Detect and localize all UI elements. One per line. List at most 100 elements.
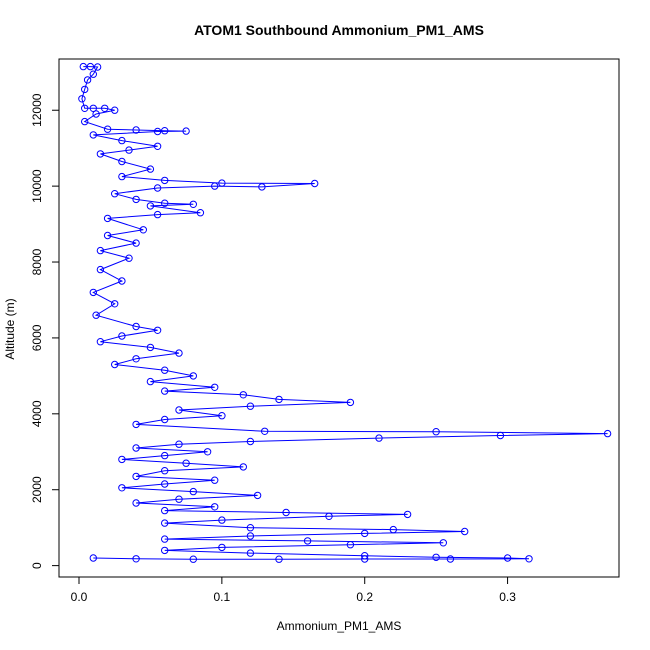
data-point [246, 532, 255, 540]
data-point [132, 322, 140, 331]
data-point [175, 349, 183, 357]
data-point [103, 231, 112, 240]
data-point [253, 491, 262, 500]
data-point [89, 104, 98, 113]
x-tick-label: 0.0 [71, 590, 88, 604]
data-point [161, 467, 169, 475]
y-tick-label: 0 [30, 562, 44, 569]
data-point [211, 476, 219, 484]
data-point [161, 199, 169, 207]
series-line [81, 66, 608, 560]
data-point [111, 106, 119, 114]
data-point [189, 555, 198, 563]
data-point [246, 402, 255, 410]
data-point [86, 62, 95, 71]
data-point [346, 541, 355, 549]
data-point [132, 195, 140, 204]
data-point [89, 131, 98, 139]
data-point [118, 277, 126, 285]
data-point [161, 506, 169, 515]
x-tick-label: 0.1 [214, 590, 231, 604]
data-point [211, 383, 219, 391]
y-tick-label: 2000 [30, 476, 44, 503]
data-point [218, 179, 226, 187]
data-point [211, 182, 219, 190]
data-point [111, 300, 119, 308]
data-point [325, 512, 333, 520]
data-point [118, 136, 126, 145]
data-point [81, 85, 89, 94]
data-point [153, 326, 162, 334]
data-point [258, 183, 266, 191]
data-point [161, 480, 169, 488]
data-point [303, 537, 312, 545]
data-point [218, 543, 226, 552]
y-tick-label: 8000 [30, 248, 44, 275]
data-point [161, 451, 169, 460]
data-point [118, 332, 126, 340]
data-point [101, 104, 109, 113]
data-point [83, 76, 92, 84]
data-point [153, 210, 162, 219]
data-point [81, 104, 89, 113]
data-point [525, 555, 533, 563]
data-point [403, 510, 412, 519]
data-point [446, 555, 455, 563]
data-point [146, 343, 155, 352]
data-point [246, 524, 255, 532]
data-point [103, 125, 112, 133]
chart-title: ATOM1 Southbound Ammonium_PM1_AMS [194, 22, 484, 38]
data-point [125, 146, 133, 154]
data-point [146, 202, 155, 210]
data-point [361, 529, 369, 538]
data-point [153, 127, 162, 136]
data-point [175, 495, 183, 503]
plot-frame [58, 58, 620, 578]
data-point [361, 552, 369, 560]
y-tick-label: 4000 [30, 400, 44, 427]
data-point [93, 63, 102, 71]
data-point [89, 70, 98, 78]
data-point [96, 265, 105, 274]
data-point [389, 525, 397, 534]
data-point [218, 516, 226, 524]
data-point [79, 62, 88, 71]
data-point [153, 184, 162, 192]
data-point [461, 527, 469, 536]
data-point [161, 519, 169, 527]
data-point [132, 355, 140, 363]
data-point [92, 311, 100, 319]
data-point [118, 484, 126, 492]
data-point [182, 459, 190, 467]
data-point [78, 95, 86, 103]
data-point [361, 555, 369, 563]
data-point [239, 391, 248, 399]
data-point [432, 428, 440, 436]
x-axis: 0.0 0.1 0.2 0.3 [71, 576, 516, 604]
data-point [275, 395, 283, 404]
data-point [175, 440, 183, 448]
data-series [78, 62, 612, 563]
data-point [189, 487, 198, 496]
y-tick-label: 6000 [30, 324, 44, 351]
y-axis-label: Altitude (m) [3, 298, 17, 359]
data-point [103, 214, 112, 223]
data-point [375, 434, 383, 442]
data-point [132, 126, 140, 134]
data-point [246, 437, 255, 446]
data-point [311, 179, 319, 188]
data-point [89, 288, 98, 297]
data-point [496, 431, 505, 440]
data-point [111, 360, 119, 369]
y-tick-label: 12000 [30, 93, 44, 127]
data-point [132, 555, 140, 563]
data-point [146, 377, 155, 386]
data-point [89, 554, 98, 562]
data-point [182, 127, 190, 135]
data-point [161, 366, 169, 374]
data-point [439, 539, 447, 547]
data-point [161, 546, 169, 555]
data-point [239, 463, 248, 471]
data-point [92, 110, 100, 118]
